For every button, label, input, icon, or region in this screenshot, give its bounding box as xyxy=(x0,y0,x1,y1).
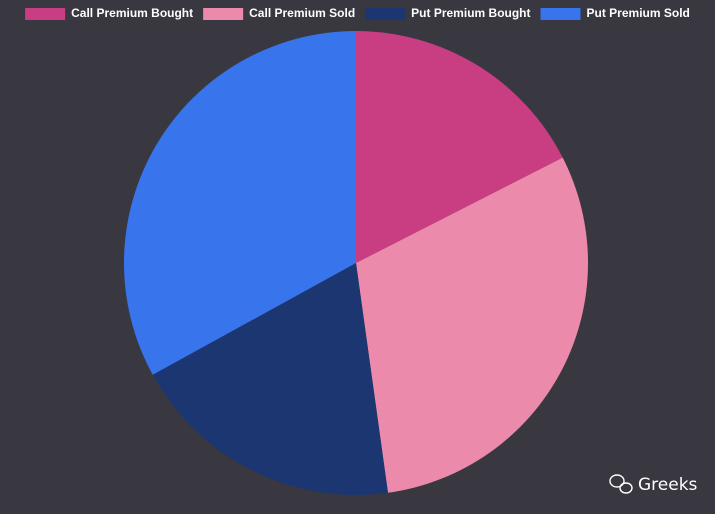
legend-label: Put Premium Bought xyxy=(411,6,530,20)
watermark-text: Greeks xyxy=(638,475,698,495)
pie-slice xyxy=(152,263,388,495)
legend-swatch xyxy=(365,8,406,20)
legend-swatch xyxy=(25,8,66,20)
legend: Call Premium Bought Call Premium Sold Put … xyxy=(25,6,690,20)
pie-slice xyxy=(356,31,563,263)
pie-slice xyxy=(356,157,588,493)
watermark: Greeks xyxy=(609,474,698,495)
pie-slice xyxy=(124,31,356,375)
pie xyxy=(124,31,588,495)
legend-label: Put Premium Sold xyxy=(587,6,690,20)
legend-label: Call Premium Bought xyxy=(71,6,193,20)
legend-swatch xyxy=(540,8,581,20)
legend-swatch xyxy=(203,8,244,20)
watermark-icon xyxy=(609,474,633,494)
legend-label: Call Premium Sold xyxy=(249,6,355,20)
